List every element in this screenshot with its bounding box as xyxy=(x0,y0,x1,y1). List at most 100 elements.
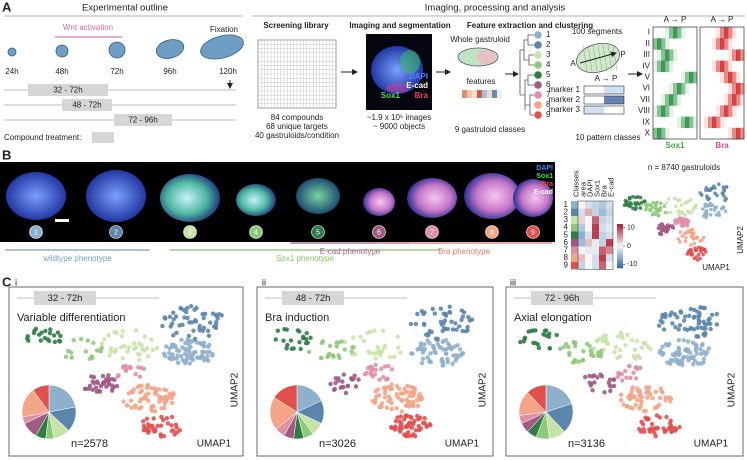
umap-point xyxy=(589,353,594,358)
umap-point xyxy=(637,398,643,403)
pattern-cell xyxy=(661,94,666,106)
umap-point xyxy=(167,314,172,319)
umap-point xyxy=(382,395,388,400)
umap-point xyxy=(697,311,702,316)
umap-point xyxy=(544,328,549,333)
class-dot xyxy=(534,71,542,79)
umap-point xyxy=(455,343,460,348)
umap-point xyxy=(618,347,623,353)
umap-point xyxy=(684,235,688,240)
umap-point xyxy=(445,356,450,362)
umap-point xyxy=(385,376,390,382)
umap-point xyxy=(112,377,117,382)
whole-label: Whole gastruloid xyxy=(450,35,510,44)
umap-point xyxy=(606,380,611,385)
umap-point xyxy=(101,381,107,386)
umap-point xyxy=(627,196,632,201)
umap-point xyxy=(368,372,374,377)
umap-point xyxy=(331,354,336,359)
umap-point xyxy=(418,426,423,431)
heatmap-cell xyxy=(599,261,606,270)
heatmap-marker: Sox1 xyxy=(665,141,685,150)
umap-point xyxy=(186,333,192,339)
compound-swatch xyxy=(92,132,114,143)
window-label: 48 - 72h xyxy=(72,101,101,110)
umap-point xyxy=(714,213,719,217)
umap-point xyxy=(723,209,728,213)
class-swatch xyxy=(571,216,578,224)
umap-point xyxy=(185,356,190,361)
umap-point xyxy=(634,195,638,200)
umap-point xyxy=(627,396,632,401)
panel-title: Bra induction xyxy=(265,312,329,324)
umap-point xyxy=(413,321,418,327)
feature-cell xyxy=(487,90,492,98)
umap-point xyxy=(680,209,684,214)
umap-point xyxy=(629,337,635,343)
umap-point xyxy=(42,335,48,341)
umap-point xyxy=(144,346,150,351)
umap-point xyxy=(185,315,190,321)
class-number: 8 xyxy=(546,100,551,109)
pattern-cell xyxy=(681,83,686,95)
heatmap-cell xyxy=(599,208,606,217)
heatmap-cell xyxy=(578,216,585,224)
umap-point xyxy=(697,319,702,324)
umap-point xyxy=(372,372,378,377)
panel-label: A xyxy=(2,0,12,14)
heatmap-cell xyxy=(599,239,606,247)
umap-point xyxy=(628,405,633,410)
axis-label: UMAP1 xyxy=(702,263,730,272)
umap-point xyxy=(624,404,629,409)
class-swatch xyxy=(571,239,578,247)
window-box xyxy=(282,291,344,305)
umap-point xyxy=(664,229,669,233)
colorbar-cell xyxy=(617,235,623,238)
channel-label: Bra xyxy=(415,91,429,100)
umap-point xyxy=(98,384,104,389)
umap-point xyxy=(366,349,371,354)
umap-point xyxy=(281,338,286,343)
umap-point xyxy=(179,337,184,343)
umap-point xyxy=(83,349,89,354)
umap-point xyxy=(465,324,470,330)
heatmap-cell xyxy=(578,246,585,255)
pattern-cell xyxy=(657,105,662,117)
pattern-cell xyxy=(689,71,694,84)
umap-point xyxy=(120,328,126,334)
heatmap-cell xyxy=(592,216,599,224)
pattern-cell xyxy=(669,105,674,117)
colorbar-cell xyxy=(617,257,623,260)
pattern-cell xyxy=(728,49,733,61)
umap-point xyxy=(145,382,150,388)
class-number: 4 xyxy=(254,229,258,236)
class-dot xyxy=(534,51,542,59)
pattern-cell xyxy=(716,72,720,84)
umap-point xyxy=(139,383,144,388)
umap-point xyxy=(691,327,697,332)
umap-point xyxy=(439,322,444,327)
umap-point xyxy=(668,399,673,404)
umap-point xyxy=(170,342,175,347)
umap-point xyxy=(409,415,414,420)
treatment-window xyxy=(28,84,108,96)
umap-point xyxy=(178,354,184,359)
umap-point xyxy=(169,357,174,362)
class-number: 7 xyxy=(546,90,551,99)
umap-point xyxy=(682,223,687,227)
class-number: 8 xyxy=(564,253,569,262)
umap-point xyxy=(411,404,416,409)
umap-point xyxy=(431,344,436,349)
umap-point xyxy=(643,199,647,203)
heatmap-cell xyxy=(578,223,585,232)
umap-point xyxy=(660,344,665,349)
umap-point xyxy=(641,409,647,414)
marker-profile xyxy=(620,86,624,94)
umap-point xyxy=(620,335,625,341)
pattern-cell xyxy=(724,94,729,106)
umap-point xyxy=(633,207,637,211)
colorbar-cell xyxy=(617,246,623,249)
umap-point xyxy=(308,335,313,340)
umap-point xyxy=(631,370,636,375)
